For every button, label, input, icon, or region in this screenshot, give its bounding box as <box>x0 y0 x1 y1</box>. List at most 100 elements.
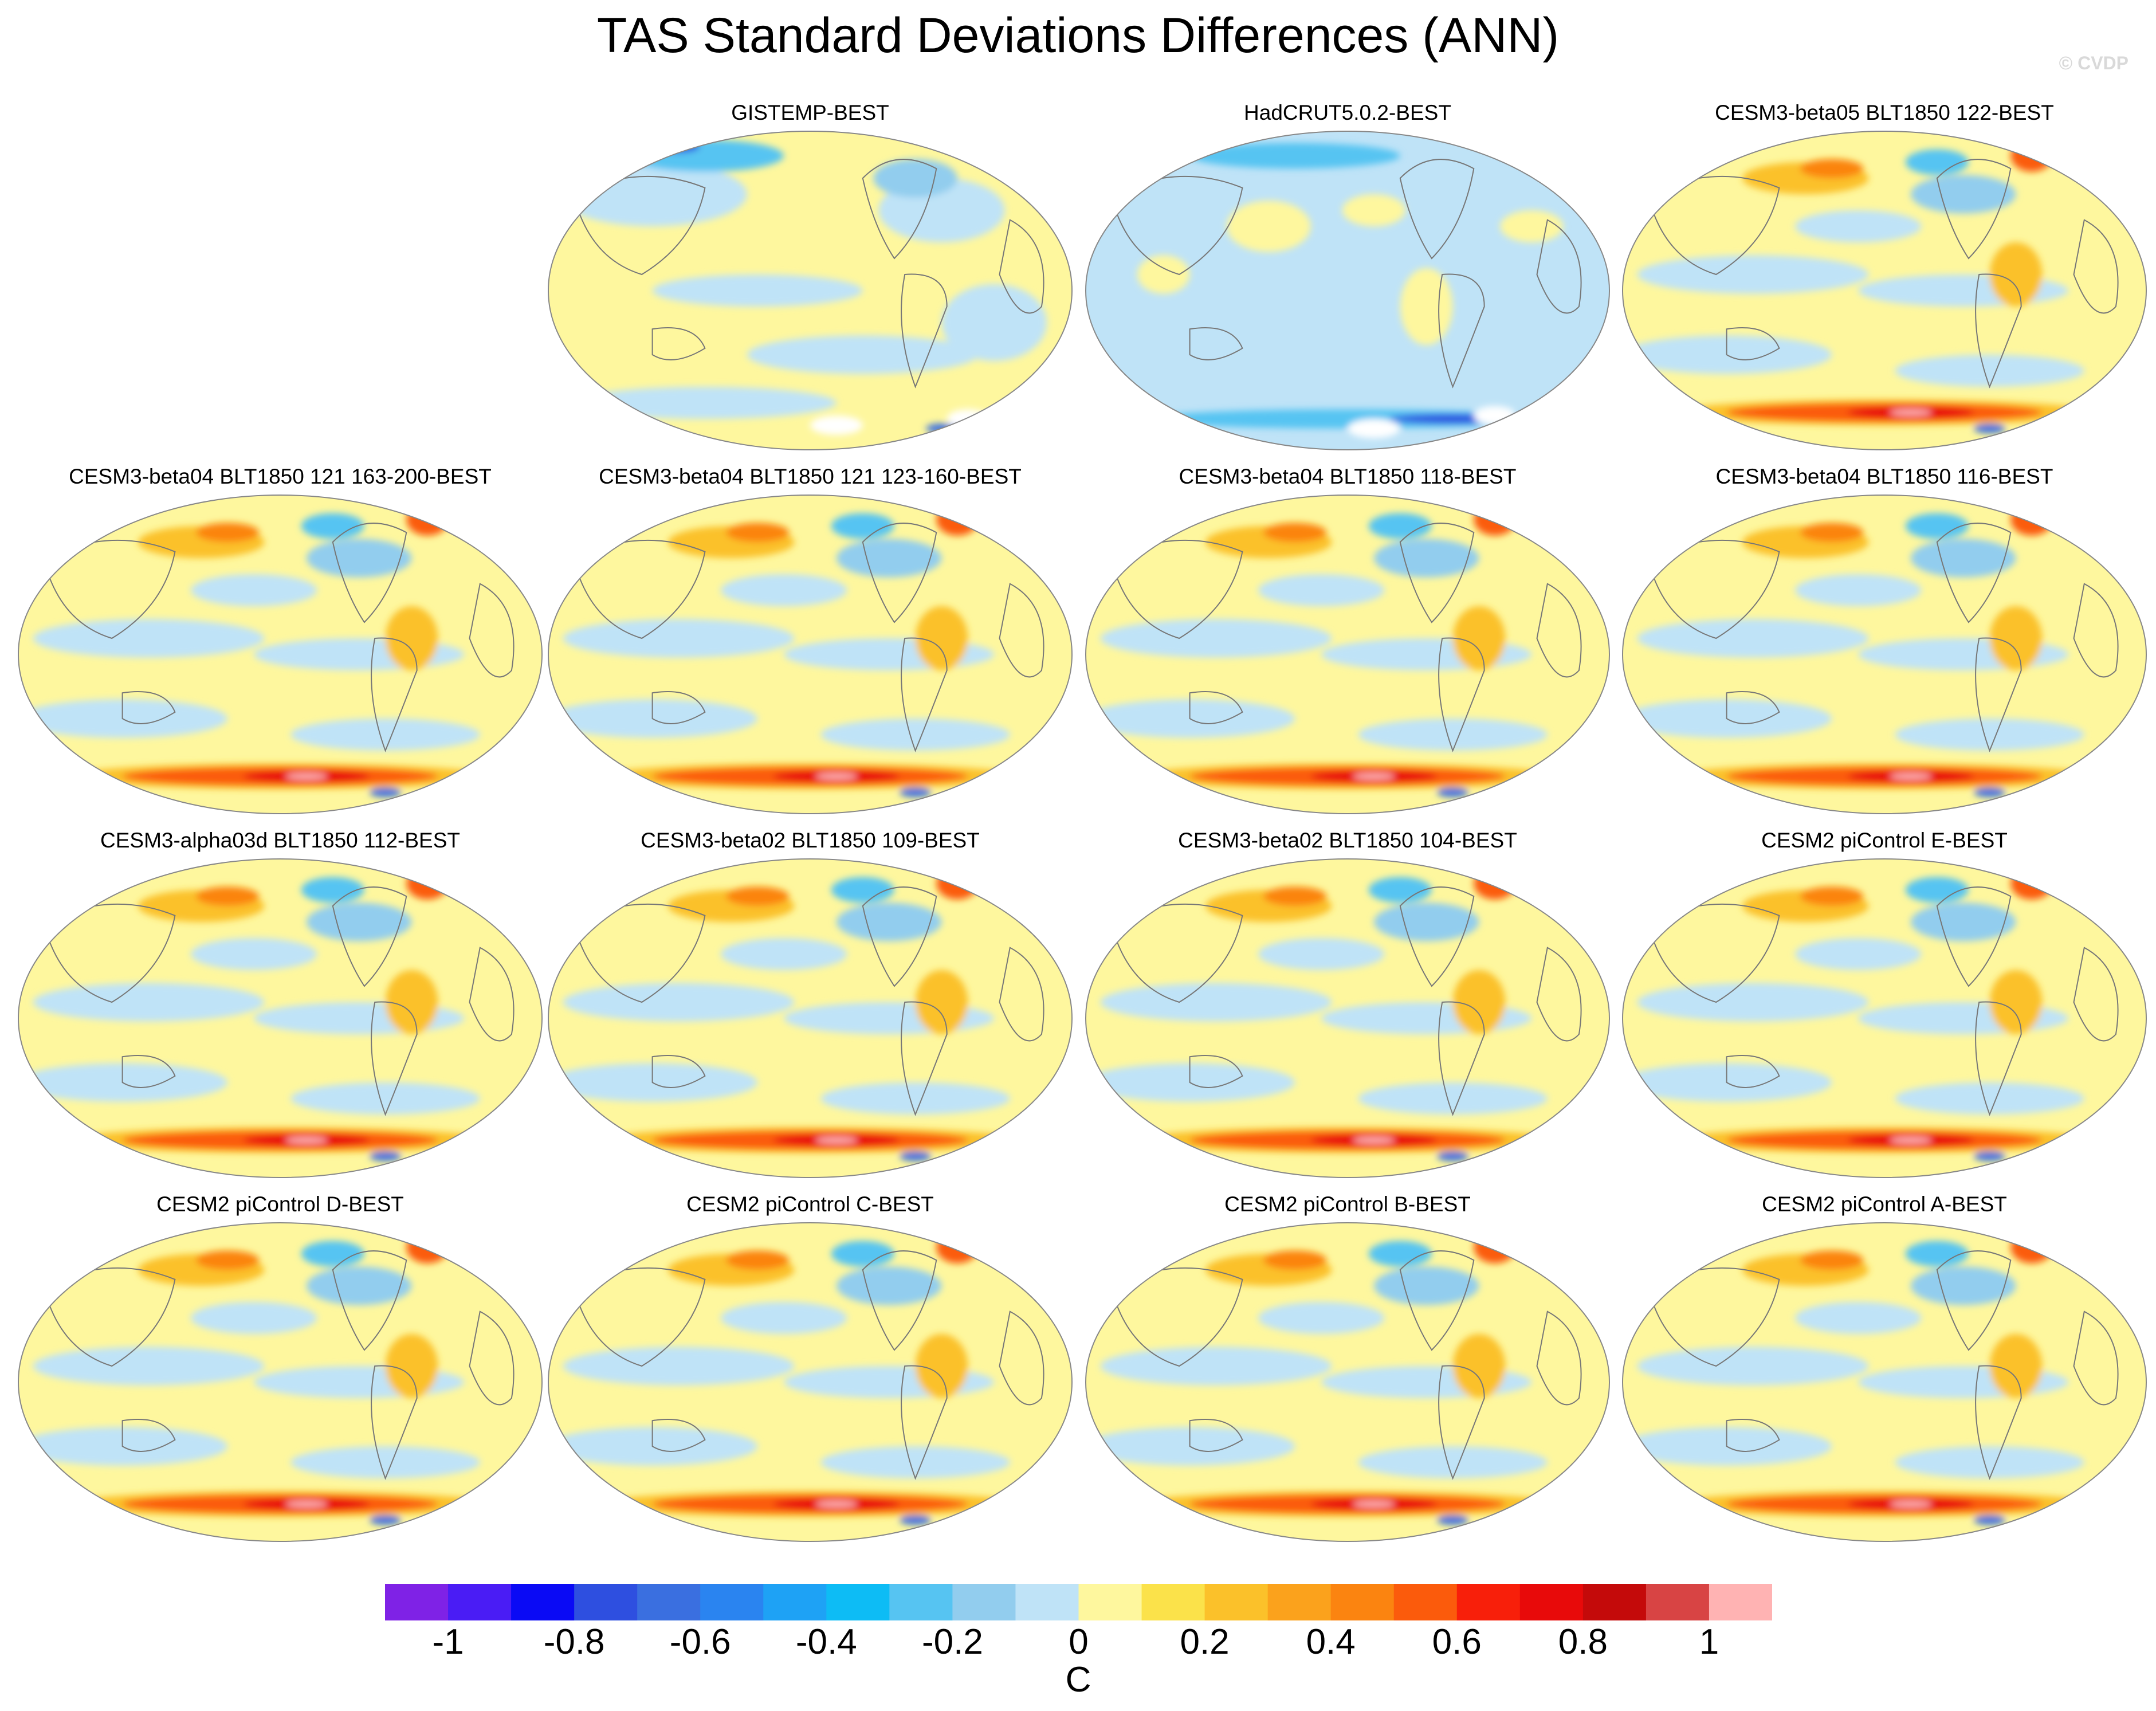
anomaly-region <box>1263 1250 1327 1270</box>
anomaly-region <box>2010 1231 2053 1263</box>
anomaly-region <box>820 1446 1010 1478</box>
coastline <box>1936 1250 2012 1351</box>
anomaly-region <box>1373 1266 1479 1305</box>
anomaly-region <box>2010 139 2053 172</box>
coastline <box>999 947 1044 1042</box>
coastline <box>1110 175 1243 276</box>
coastline <box>42 1267 176 1367</box>
anomaly-region <box>406 867 449 900</box>
anomaly-region <box>285 773 328 780</box>
anomaly-region <box>1500 210 1564 242</box>
coastline <box>1438 273 1485 388</box>
panel-title: CESM3-beta04 BLT1850 121 163-200-BEST <box>69 465 492 488</box>
coastline <box>1438 1001 1485 1116</box>
colorbar-swatch <box>763 1584 827 1620</box>
anomaly-region <box>1910 902 2016 941</box>
colorbar-swatch <box>1015 1584 1079 1620</box>
anomaly-region <box>652 274 863 307</box>
anomaly-region <box>1452 606 1506 670</box>
map-border <box>548 1222 1073 1542</box>
map-panel: CESM2 piControl C-BEST <box>547 1192 1073 1543</box>
coastline <box>1189 1418 1243 1452</box>
anomaly-region <box>290 1082 480 1114</box>
anomaly-region <box>190 1302 317 1334</box>
anomaly-region <box>306 539 412 578</box>
anomaly-region <box>1637 1347 1869 1386</box>
coastline <box>999 583 1044 678</box>
anomaly-region <box>941 284 1047 362</box>
world-map <box>18 495 543 814</box>
anomaly-region <box>1189 143 1400 169</box>
anomaly-region <box>1800 159 1864 178</box>
anomaly-region <box>1100 983 1332 1022</box>
world-map <box>1085 858 1610 1178</box>
anomaly-region <box>1368 1241 1432 1267</box>
map-border <box>1085 858 1610 1178</box>
coastline <box>1536 219 1582 314</box>
coastline <box>371 637 418 752</box>
colorbar-tick-label: -1 <box>432 1622 464 1662</box>
anomaly-region <box>900 787 932 798</box>
anomaly-region <box>301 1241 364 1267</box>
anomaly-region <box>1137 255 1190 294</box>
anomaly-region <box>1974 1515 2006 1525</box>
anomaly-region <box>1974 423 2006 434</box>
coastline <box>862 1250 937 1351</box>
anomaly-region <box>306 1266 412 1305</box>
world-map <box>1085 131 1610 450</box>
anomaly-region <box>1437 787 1469 798</box>
colorbar-swatch <box>1393 1584 1458 1620</box>
anomaly-region <box>900 1515 932 1525</box>
anomaly-region <box>301 513 364 539</box>
coastline <box>572 539 706 639</box>
panel-title: CESM3-beta02 BLT1850 109-BEST <box>641 829 980 852</box>
map-border <box>1622 1222 2147 1542</box>
colorbar-tick-label: 0.2 <box>1180 1622 1230 1662</box>
map-panel: GISTEMP-BEST <box>547 100 1073 451</box>
panel-title: CESM2 piControl A-BEST <box>1762 1192 2007 1216</box>
anomaly-region <box>1353 773 1395 780</box>
colorbar-swatch <box>1204 1584 1269 1620</box>
anomaly-region <box>1368 877 1432 903</box>
coastline <box>121 690 176 724</box>
coastline <box>1975 273 2022 388</box>
world-map <box>18 858 543 1178</box>
coastline <box>371 1001 418 1116</box>
coastline <box>651 1054 706 1088</box>
anomaly-region <box>370 1515 402 1525</box>
colorbar-swatch <box>1582 1584 1647 1620</box>
anomaly-region <box>720 574 847 606</box>
panel-title: CESM3-beta04 BLT1850 121 123-160-BEST <box>599 465 1022 488</box>
coastline <box>1726 327 1780 360</box>
anomaly-region <box>1258 574 1385 606</box>
anomaly-region <box>810 415 863 435</box>
colorbar-tick-label: -0.8 <box>543 1622 605 1662</box>
anomaly-region <box>1910 1266 2016 1305</box>
anomaly-region <box>385 606 438 670</box>
coastline <box>651 690 706 724</box>
anomaly-region <box>820 719 1010 751</box>
colorbar-tick-label: -0.4 <box>795 1622 857 1662</box>
anomaly-region <box>563 983 795 1022</box>
anomaly-region <box>1890 1501 1932 1508</box>
anomaly-region <box>1226 201 1311 252</box>
anomaly-region <box>306 902 412 941</box>
colorbar-units: C <box>1065 1660 1091 1700</box>
anomaly-region <box>1895 719 2084 751</box>
watermark: © CVDP <box>2059 53 2128 73</box>
anomaly-region <box>1263 523 1327 542</box>
anomaly-region <box>1258 1302 1385 1334</box>
anomaly-region <box>1373 539 1479 578</box>
coastline <box>1936 159 2012 260</box>
colorbar-tick-label: 0.8 <box>1558 1622 1608 1662</box>
map-panel: CESM3-beta04 BLT1850 118-BEST <box>1085 464 1611 815</box>
world-map <box>548 1222 1073 1542</box>
anomaly-region <box>196 523 260 542</box>
map-panel: CESM3-beta04 BLT1850 116-BEST <box>1621 464 2147 815</box>
coastline <box>121 1054 176 1088</box>
anomaly-region <box>1637 983 1869 1022</box>
anomaly-region <box>406 1231 449 1263</box>
anomaly-region <box>1905 877 1969 903</box>
anomaly-region <box>1373 902 1479 941</box>
anomaly-region <box>285 1137 328 1144</box>
